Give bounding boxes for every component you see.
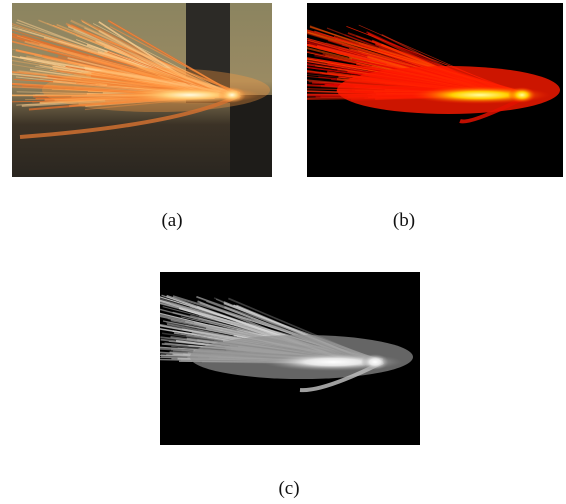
caption-c: (c) [278, 478, 299, 499]
spark [107, 19, 240, 97]
panel-c-image [160, 272, 420, 445]
machine [230, 95, 272, 177]
hot-tip [361, 354, 389, 370]
spark [56, 23, 233, 96]
spark [12, 26, 238, 94]
spark [99, 41, 223, 93]
spark [70, 19, 234, 97]
spark [59, 45, 221, 93]
caption-b: (b) [393, 210, 415, 231]
spark [67, 24, 240, 94]
spark [46, 22, 221, 93]
spark [110, 40, 216, 95]
hot-tip [508, 87, 536, 103]
hot-tip [218, 87, 246, 103]
caption-a: (a) [161, 210, 182, 231]
spark [109, 21, 239, 97]
panel-b-image [307, 3, 563, 177]
panel-a-image [12, 3, 272, 177]
spark [70, 24, 213, 97]
spark [92, 23, 237, 98]
